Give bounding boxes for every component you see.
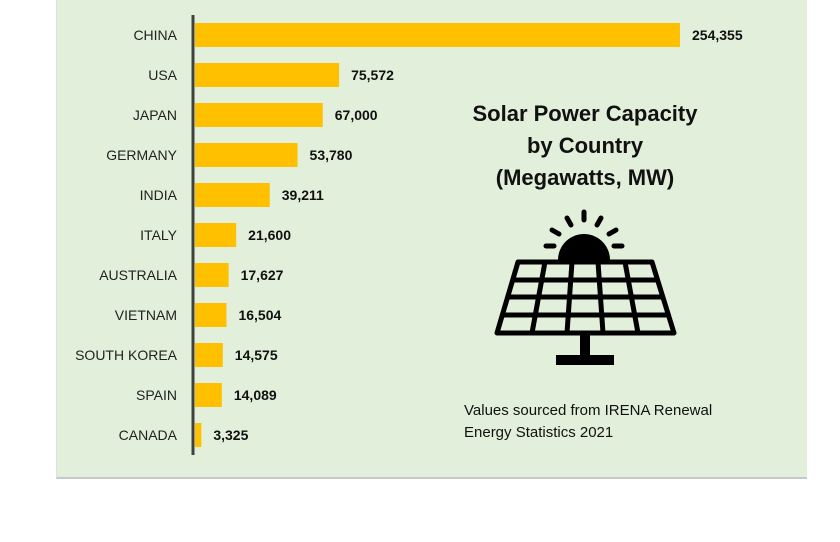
category-label: AUSTRALIA (99, 267, 177, 283)
category-label: GERMANY (106, 147, 177, 163)
bar (195, 23, 680, 47)
data-label: 39,211 (282, 187, 324, 203)
bar (195, 183, 270, 207)
data-label: 14,575 (235, 347, 278, 363)
bar (195, 343, 223, 367)
solar-panel-with-sun-icon (494, 209, 677, 365)
category-label: VIETNAM (115, 307, 177, 323)
bar (195, 143, 298, 167)
title-line: Solar Power Capacity (472, 101, 698, 126)
data-label: 17,627 (241, 267, 284, 283)
data-label: 14,089 (234, 387, 277, 403)
data-label: 21,600 (248, 227, 291, 243)
bar (195, 303, 227, 327)
data-label: 3,325 (213, 427, 248, 443)
data-label: 67,000 (335, 107, 378, 123)
title-line: by Country (526, 133, 644, 158)
source-line: Values sourced from IRENA Renewal (464, 402, 713, 419)
source-note: Values sourced from IRENA Renewal Energy… (464, 400, 712, 444)
data-label: 254,355 (692, 27, 743, 43)
data-label: 75,572 (351, 67, 394, 83)
category-label: SPAIN (136, 387, 177, 403)
data-label: 16,504 (238, 307, 281, 323)
bar (195, 103, 323, 127)
category-label: USA (148, 67, 177, 83)
category-label: JAPAN (133, 107, 177, 123)
chart-title: Solar Power Capacity by Country (Megawat… (440, 98, 730, 194)
data-label: 53,780 (310, 147, 353, 163)
title-line: (Megawatts, MW) (495, 165, 675, 190)
bar (195, 223, 237, 247)
bar (195, 383, 222, 407)
category-label: SOUTH KOREA (75, 347, 178, 363)
category-label: ITALY (140, 227, 177, 243)
source-line: Energy Statistics 2021 (464, 424, 614, 441)
category-label: CHINA (133, 27, 177, 43)
category-label: INDIA (140, 187, 178, 203)
category-label: CANADA (119, 427, 178, 443)
bar (195, 63, 340, 87)
bar (195, 263, 229, 287)
bar (195, 423, 202, 447)
chart-background (56, 0, 807, 479)
